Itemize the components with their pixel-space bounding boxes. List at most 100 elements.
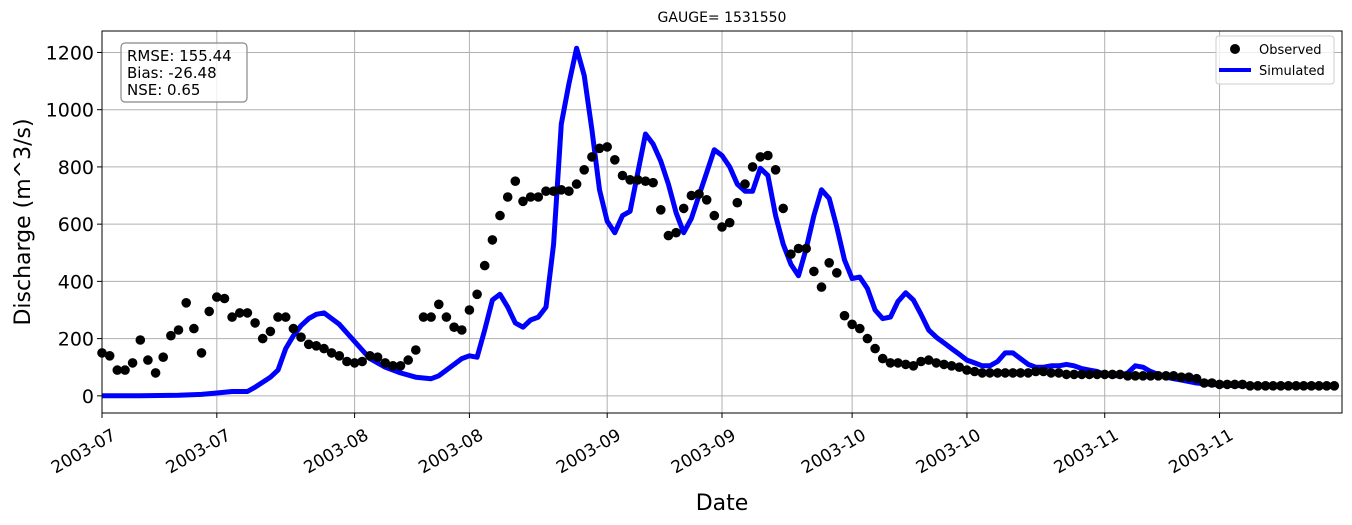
observed-point bbox=[900, 359, 911, 370]
x-tick-label: 2003-09 bbox=[553, 425, 625, 478]
observed-point bbox=[112, 365, 123, 375]
observed-point bbox=[694, 189, 704, 199]
y-tick-label: 0 bbox=[82, 386, 94, 408]
observed-point bbox=[870, 343, 880, 354]
x-tick-label: 2003-11 bbox=[1051, 425, 1123, 478]
y-tick-label: 400 bbox=[58, 271, 94, 293]
observed-point bbox=[349, 358, 360, 368]
grid bbox=[101, 31, 1342, 413]
observed-point bbox=[686, 190, 697, 201]
observed-point bbox=[939, 359, 949, 370]
observed-point bbox=[640, 176, 651, 186]
observed-point bbox=[296, 332, 306, 343]
observed-point bbox=[1291, 381, 1301, 391]
observed-point bbox=[747, 162, 758, 172]
observed-point bbox=[457, 325, 467, 335]
observed-point bbox=[977, 368, 987, 378]
observed-point bbox=[449, 322, 459, 333]
observed-point bbox=[1168, 371, 1179, 381]
observed-point bbox=[1084, 369, 1095, 380]
y-tick-label: 200 bbox=[58, 329, 94, 351]
observed-point bbox=[763, 150, 773, 161]
observed-point bbox=[1268, 381, 1278, 391]
observed-point bbox=[365, 351, 375, 361]
observed-point bbox=[464, 305, 475, 315]
observed-point bbox=[372, 352, 383, 363]
observed-point bbox=[671, 227, 681, 238]
observed-point bbox=[388, 361, 398, 371]
observed-point bbox=[334, 351, 345, 361]
observed-point bbox=[663, 230, 674, 241]
observed-point bbox=[173, 325, 184, 335]
observed-point bbox=[564, 186, 574, 196]
x-axis-label: Date bbox=[696, 491, 749, 516]
observed-point bbox=[740, 179, 750, 189]
observed-point bbox=[1298, 381, 1309, 391]
observed-point bbox=[418, 312, 429, 322]
observed-point bbox=[862, 333, 873, 344]
observed-point bbox=[724, 217, 735, 228]
observed-point bbox=[594, 143, 605, 154]
observed-point bbox=[212, 292, 222, 302]
observed-point bbox=[257, 333, 268, 344]
observed-point bbox=[847, 319, 857, 330]
observed-point bbox=[824, 258, 834, 268]
observed-point bbox=[832, 268, 842, 278]
observed-point bbox=[985, 368, 995, 378]
observed-point bbox=[1184, 372, 1194, 383]
observed-point bbox=[250, 318, 260, 328]
observed-point bbox=[502, 192, 513, 202]
observed-point bbox=[510, 176, 521, 186]
observed-point bbox=[893, 358, 903, 368]
observed-point bbox=[778, 203, 788, 214]
observed-point bbox=[1329, 381, 1340, 391]
observed-point bbox=[877, 353, 888, 364]
observed-point bbox=[196, 348, 207, 358]
observed-point bbox=[1015, 368, 1026, 378]
observed-point bbox=[946, 361, 957, 371]
observed-point bbox=[755, 152, 766, 162]
y-tick-label: 600 bbox=[58, 214, 94, 236]
observed-series bbox=[97, 142, 1340, 391]
stats-nse: NSE: 0.65 bbox=[127, 81, 200, 99]
observed-point bbox=[1115, 369, 1125, 380]
observed-point bbox=[678, 203, 689, 214]
observed-point bbox=[1276, 381, 1286, 391]
stats-bias: Bias: -26.48 bbox=[127, 64, 217, 82]
observed-point bbox=[204, 306, 214, 317]
x-tick-label: 2003-07 bbox=[163, 425, 235, 478]
observed-point bbox=[855, 323, 865, 334]
observed-point bbox=[1046, 368, 1056, 378]
observed-point bbox=[235, 308, 245, 318]
chart-title: GAUGE= 1531550 bbox=[658, 10, 787, 26]
observed-point bbox=[556, 185, 567, 195]
observed-point bbox=[158, 352, 168, 363]
observed-point bbox=[1176, 372, 1187, 383]
observed-point bbox=[403, 355, 414, 365]
observed-point bbox=[1314, 381, 1324, 391]
observed-point bbox=[273, 312, 283, 322]
observed-point bbox=[786, 249, 796, 259]
observed-point bbox=[541, 186, 551, 196]
observed-point bbox=[1191, 373, 1202, 384]
observed-point bbox=[1130, 371, 1141, 381]
legend-observed-label: Observed bbox=[1259, 43, 1322, 58]
simulated-line bbox=[102, 45, 1335, 399]
observed-point bbox=[625, 175, 635, 185]
observed-point bbox=[1054, 368, 1064, 378]
x-axis: 2003-07 2003-07 2003-08 2003-08 2003-09 2003-… bbox=[48, 413, 1237, 478]
observed-point bbox=[1260, 381, 1271, 391]
observed-point bbox=[1245, 381, 1255, 391]
observed-point bbox=[326, 348, 337, 358]
observed-point bbox=[1253, 381, 1263, 391]
y-tick-label: 1000 bbox=[46, 100, 94, 122]
observed-point bbox=[916, 356, 926, 367]
observed-point bbox=[166, 330, 176, 341]
observed-point bbox=[1008, 368, 1018, 378]
y-axis-label: Discharge (m^3/s) bbox=[11, 118, 36, 325]
observed-point bbox=[242, 308, 253, 318]
observed-point bbox=[1107, 369, 1118, 380]
observed-point bbox=[816, 282, 827, 292]
observed-point bbox=[1222, 379, 1232, 390]
